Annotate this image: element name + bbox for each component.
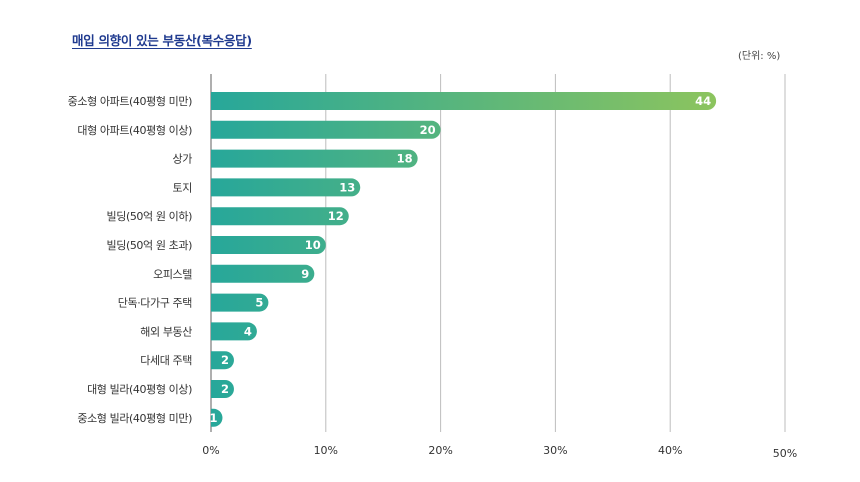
bar [211,207,349,226]
unit-label: (단위: %) [738,51,781,62]
bar [211,264,315,283]
chart-title: 매입 의향이 있는 부동산(복수응답) [72,33,252,48]
bar-value-label: 4 [244,324,252,338]
category-label: 빌딩(50억 원 초과) [107,239,193,252]
bar-value-label: 2 [221,353,229,367]
bar [211,408,223,427]
label-layer: 0% 10% 20% 30% 40% 50% 44 중소형 아파트(40평형 미만) 20 대형 … [68,94,798,460]
x-tick-label: 30% [543,444,567,457]
bar-value-label: 12 [328,209,344,223]
x-tick-label: 0% [202,444,219,457]
x-tick-label: 10% [314,444,338,457]
category-label: 중소형 아파트(40평형 미만) [68,95,192,108]
category-label: 대형 아파트(40평형 이상) [77,124,192,137]
bar [211,178,361,197]
bar [211,236,326,254]
bar [211,120,441,139]
category-label: 빌딩(50억 원 이하) [107,209,193,223]
bar [211,351,234,370]
category-label: 토지 [173,181,192,194]
category-label: 다세대 주택 [140,354,192,367]
category-label: 상가 [173,153,193,166]
category-label: 대형 빌라(40평형 이상) [87,383,192,396]
bar-value-label: 44 [695,94,711,108]
category-label: 단독·다가구 주택 [118,297,192,310]
bar-value-label: 1 [209,411,217,425]
bar [211,380,234,398]
bar-value-label: 2 [221,382,229,396]
bar [211,293,269,312]
x-tick-label: 20% [428,444,452,457]
category-label: 중소형 빌라(40평형 미만) [77,412,192,425]
bar-value-label: 9 [301,267,309,281]
bar-layer [211,92,717,427]
bar-value-label: 20 [420,123,436,137]
category-label: 오피스텔 [153,268,192,281]
x-tick-label: 50% [773,447,797,460]
bar-value-label: 10 [305,238,321,252]
category-label: 해외 부동산 [140,324,192,338]
bar-value-label: 13 [339,180,355,194]
x-tick-label: 40% [658,444,682,457]
bar [211,92,717,110]
bar-value-label: 18 [397,152,413,166]
bar [211,322,257,341]
bar-value-label: 5 [255,296,263,310]
bar [211,149,418,168]
